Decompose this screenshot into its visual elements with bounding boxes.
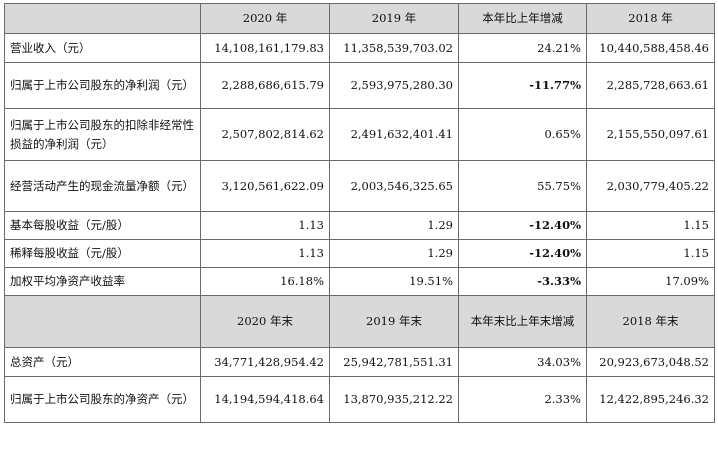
value-2020: 34,771,428,954.42: [200, 347, 330, 377]
value-2020: 1.13: [200, 239, 330, 268]
row-label: 稀释每股收益（元/股）: [4, 239, 201, 268]
header-row-year-end: 2020 年末 2019 年末 本年末比上年末增减 2018 年末: [4, 295, 715, 348]
value-2018: 1.15: [586, 239, 715, 268]
header-2020: 2020 年: [200, 3, 330, 34]
value-2019: 2,003,546,325.65: [329, 160, 459, 212]
value-2018: 12,422,895,246.32: [586, 376, 715, 423]
value-2020: 2,507,802,814.62: [200, 108, 330, 161]
table-row: 稀释每股收益（元/股） 1.13 1.29 -12.40% 1.15: [4, 239, 715, 268]
row-label: 归属于上市公司股东的扣除非经常性损益的净利润（元）: [4, 108, 201, 161]
table-row: 加权平均净资产收益率 16.18% 19.51% -3.33% 17.09%: [4, 267, 715, 296]
value-2020: 14,194,594,418.64: [200, 376, 330, 423]
table-row: 归属于上市公司股东的净资产（元） 14,194,594,418.64 13,87…: [4, 376, 715, 423]
value-2020: 2,288,686,615.79: [200, 62, 330, 109]
value-2019: 13,870,935,212.22: [329, 376, 459, 423]
row-label: 总资产（元）: [4, 347, 201, 377]
value-change: 55.75%: [458, 160, 587, 212]
header-change-end: 本年末比上年末增减: [458, 295, 587, 348]
value-change: -11.77%: [458, 62, 587, 109]
value-2019: 1.29: [329, 211, 459, 240]
header-row-years: 2020 年 2019 年 本年比上年增减 2018 年: [4, 3, 715, 34]
value-2019: 25,942,781,551.31: [329, 347, 459, 377]
value-2018: 1.15: [586, 211, 715, 240]
value-2020: 3,120,561,622.09: [200, 160, 330, 212]
value-2019: 2,491,632,401.41: [329, 108, 459, 161]
table-row: 总资产（元） 34,771,428,954.42 25,942,781,551.…: [4, 347, 715, 377]
row-label: 基本每股收益（元/股）: [4, 211, 201, 240]
row-label: 归属于上市公司股东的净资产（元）: [4, 376, 201, 423]
value-2018: 20,923,673,048.52: [586, 347, 715, 377]
value-2018: 17.09%: [586, 267, 715, 296]
value-2020: 1.13: [200, 211, 330, 240]
value-change: -12.40%: [458, 211, 587, 240]
header-2019: 2019 年: [329, 3, 459, 34]
row-label: 经营活动产生的现金流量净额（元）: [4, 160, 201, 212]
value-change: 0.65%: [458, 108, 587, 161]
value-2018: 10,440,588,458.46: [586, 33, 715, 63]
value-change: 34.03%: [458, 347, 587, 377]
value-2018: 2,155,550,097.61: [586, 108, 715, 161]
value-change: -12.40%: [458, 239, 587, 268]
value-2019: 2,593,975,280.30: [329, 62, 459, 109]
table-row: 营业收入（元） 14,108,161,179.83 11,358,539,703…: [4, 33, 715, 63]
value-change: 2.33%: [458, 376, 587, 423]
row-label: 营业收入（元）: [4, 33, 201, 63]
header-corner: [4, 295, 201, 348]
value-2020: 14,108,161,179.83: [200, 33, 330, 63]
value-2020: 16.18%: [200, 267, 330, 296]
value-change: -3.33%: [458, 267, 587, 296]
value-2018: 2,285,728,663.61: [586, 62, 715, 109]
table-row: 归属于上市公司股东的扣除非经常性损益的净利润（元） 2,507,802,814.…: [4, 108, 715, 161]
financial-summary-table: 2020 年 2019 年 本年比上年增减 2018 年 营业收入（元） 14,…: [4, 3, 715, 423]
table-row: 经营活动产生的现金流量净额（元） 3,120,561,622.09 2,003,…: [4, 160, 715, 212]
row-label: 加权平均净资产收益率: [4, 267, 201, 296]
header-2018: 2018 年: [586, 3, 715, 34]
row-label: 归属于上市公司股东的净利润（元）: [4, 62, 201, 109]
value-change: 24.21%: [458, 33, 587, 63]
header-2020-end: 2020 年末: [200, 295, 330, 348]
table-row: 基本每股收益（元/股） 1.13 1.29 -12.40% 1.15: [4, 211, 715, 240]
value-2019: 1.29: [329, 239, 459, 268]
header-2019-end: 2019 年末: [329, 295, 459, 348]
header-corner: [4, 3, 201, 34]
header-change: 本年比上年增减: [458, 3, 587, 34]
value-2019: 11,358,539,703.02: [329, 33, 459, 63]
table-row: 归属于上市公司股东的净利润（元） 2,288,686,615.79 2,593,…: [4, 62, 715, 109]
value-2019: 19.51%: [329, 267, 459, 296]
header-2018-end: 2018 年末: [586, 295, 715, 348]
value-2018: 2,030,779,405.22: [586, 160, 715, 212]
